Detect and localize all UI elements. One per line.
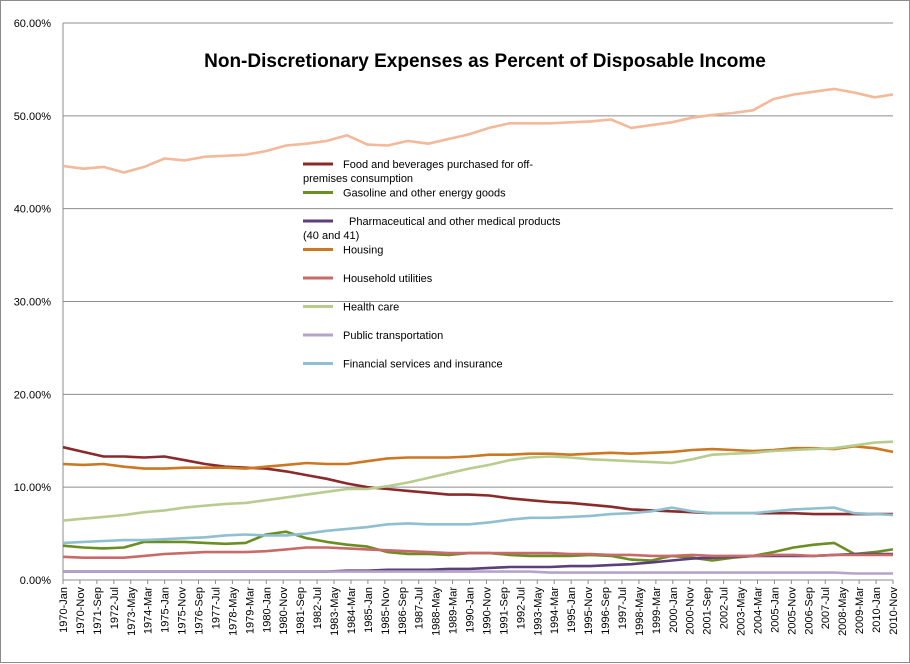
x-tick-label: 1990-Jan [465,587,477,633]
x-tick-label: 2002-Jul [719,587,731,629]
series-line-household-utilities [62,546,893,560]
x-tick-label: 1970-Nov [75,587,87,635]
x-tick-label: 2004-Mar [752,587,764,634]
x-tick-label: 1970-Jan [58,587,70,633]
axes [62,23,894,584]
x-tick-label: 1985-Jan [363,587,375,633]
legend: Food and beverages purchased for off-pre… [303,159,561,371]
y-tick-label: 60.00% [14,18,52,30]
x-tick-label: 1995-Nov [583,587,595,635]
x-tick-label: 1999-Mar [651,587,663,634]
series-line-health-care [62,440,894,522]
x-tick-label: 1996-Sep [600,587,612,635]
x-tick-label: 1973-May [126,587,138,636]
legend-label: Financial services and insurance [343,359,503,371]
legend-label: Household utilities [343,273,433,285]
x-tick-label: 1978-May [227,587,239,636]
x-tick-label: 1981-Sep [295,587,307,635]
legend-item: Pharmaceutical and other medical product… [303,216,561,242]
legend-item: Financial services and insurance [303,359,503,371]
series-line-unlabeled-total [62,87,894,174]
x-tick-label: 2000-Nov [685,587,697,635]
x-tick-label: 2007-Jul [820,587,832,629]
x-tick-label: 1979-Mar [244,587,256,634]
x-tick-label: 2009-Mar [854,587,866,634]
y-tick-label: 0.00% [20,575,51,587]
x-tick-label: 1980-Nov [278,587,290,635]
x-tick-label: 1995-Jan [566,587,578,633]
x-tick-label: 1992-Jul [515,587,527,629]
y-tick-label: 20.00% [14,389,52,401]
gridlines [63,22,893,488]
x-tick-label: 1997-Jul [617,587,629,629]
y-axis-tick-labels: 0.00% 10.00% 20.00% 30.00% 40.00% 50.00% 60.00… [14,18,52,587]
x-tick-label: 1993-May [532,587,544,636]
y-tick-label: 40.00% [14,204,52,216]
x-tick-label: 1976-Sep [194,587,206,635]
chart-title: Non-Discretionary Expenses as Percent of… [204,51,766,72]
legend-label: Gasoline and other energy goods [343,188,506,200]
x-tick-label: 1984-Mar [346,587,358,634]
x-tick-label: 1977-Jul [210,587,222,629]
x-tick-label: 1991-Sep [498,587,510,635]
series-line-pharmaceutical-and-other-medical-products-40-and-41 [63,552,893,573]
x-tick-label: 1975-Jan [160,587,172,633]
x-tick-label: 1987-Jul [414,587,426,629]
x-axis-tick-labels: 1970-Jan 1970-Nov 1971-Sep 1972-Jul 1973-May… [58,587,900,636]
x-tick-label: 2003-May [736,587,748,636]
x-tick-label: 1994-Mar [549,587,561,634]
series-line-food-and-beverages-purchased-for-off-premises-consumption [62,445,893,516]
x-tick-label: 2006-Sep [803,587,815,635]
series-line-financial-services-and-insurance [62,506,894,545]
x-tick-label: 2005-Nov [786,587,798,635]
legend-label-continued: (40 and 41) [303,230,359,242]
x-tick-label: 2008-May [837,587,849,636]
x-tick-label: 1982-Jul [312,587,324,629]
x-tick-label: 1983-May [329,587,341,636]
legend-label: Food and beverages purchased for off- [343,159,533,171]
x-tick-label: 1972-Jul [109,587,121,629]
legend-item: Housing [303,245,383,257]
legend-label: Health care [343,302,399,314]
x-tick-label: 2005-Jan [769,587,781,633]
legend-label: Pharmaceutical and other medical product… [349,216,561,228]
x-tick-label: 1998-May [634,587,646,636]
x-tick-label: 1980-Jan [261,587,273,633]
legend-label-continued: premises consumption [303,173,413,185]
series-line-housing [62,444,894,470]
legend-item: Public transportation [303,330,443,342]
x-tick-label: 2010-Jan [871,587,883,633]
x-tick-label: 2000-Jan [668,587,680,633]
y-tick-label: 10.00% [14,482,52,494]
x-tick-label: 1974-Mar [143,587,155,634]
y-tick-label: 30.00% [14,297,52,309]
x-tick-label: 2010-Nov [888,587,900,635]
series-line-public-transportation [63,570,893,575]
x-tick-label: 2001-Sep [702,587,714,635]
legend-label: Public transportation [343,330,443,342]
x-tick-label: 1975-Nov [177,587,189,635]
legend-item: Health care [303,302,399,314]
x-tick-label: 1986-Sep [397,587,409,635]
legend-item: Household utilities [303,273,433,285]
x-tick-label: 1988-May [431,587,443,636]
legend-item: Food and beverages purchased for off-pre… [303,159,533,185]
y-tick-label: 50.00% [14,111,52,123]
series-lines [62,87,894,575]
x-tick-label: 1971-Sep [92,587,104,635]
x-tick-label: 1990-Nov [481,587,493,635]
x-tick-label: 1989-Mar [448,587,460,634]
legend-item: Gasoline and other energy goods [303,188,506,200]
legend-label: Housing [343,245,383,257]
x-tick-label: 1985-Nov [380,587,392,635]
